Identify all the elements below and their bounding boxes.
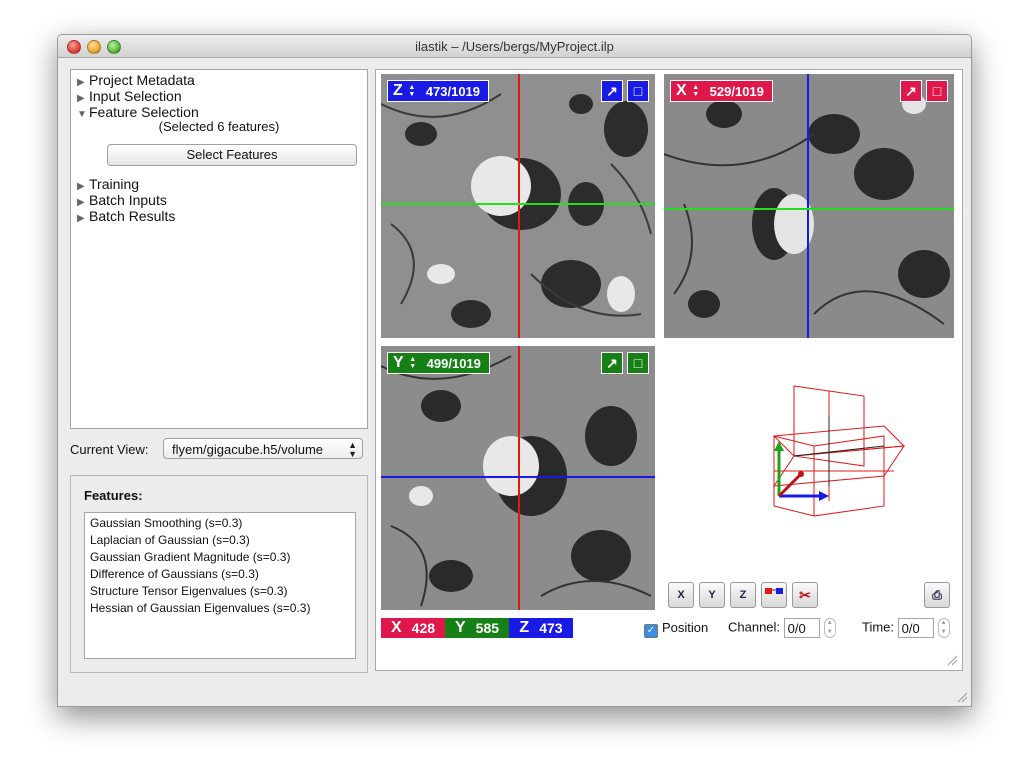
crosshair-vertical <box>518 346 520 610</box>
crosshair-horizontal <box>664 208 954 210</box>
position-checkbox[interactable]: ✓ <box>644 624 658 638</box>
spin-arrows-icon[interactable]: ▲ ▼ <box>408 84 416 98</box>
toggle-x-plane-button[interactable]: X <box>668 582 694 608</box>
crosshair-horizontal <box>381 476 655 478</box>
x-slice-view[interactable]: X ▲ ▼ 529/1019 ↗ □ <box>664 74 954 338</box>
fit-view-square-icon[interactable]: □ <box>627 80 649 102</box>
x-slice-indicator[interactable]: X ▲ ▼ 529/1019 <box>670 80 773 102</box>
volume-viewer: Z ▲ ▼ 473/1019 ↗ □ <box>375 69 963 671</box>
select-arrows-icon: ▲ ▼ <box>348 440 357 459</box>
title-bar: ilastik – /Users/bergs/MyProject.ilp <box>58 35 971 58</box>
applet-tree: ▶ Project Metadata ▶ Input Selection ▼ Feat… <box>70 69 368 429</box>
channel-spinbox[interactable]: 0/0 <box>783 618 820 638</box>
list-item[interactable]: Difference of Gaussians (s=0.3) <box>90 567 259 581</box>
fit-view-square-icon[interactable]: □ <box>627 352 649 374</box>
time-spin-arrows-icon[interactable]: ▲ ▼ <box>937 618 950 638</box>
scissors-cut-icon[interactable]: ✂ <box>792 582 818 608</box>
list-item[interactable]: Laplacian of Gaussian (s=0.3) <box>90 533 250 547</box>
selected-features-count: (Selected 6 features) <box>158 119 280 134</box>
channel-spin-arrows-icon[interactable]: ▲ ▼ <box>823 618 836 638</box>
window-resize-grip-icon[interactable] <box>956 691 968 703</box>
list-item[interactable]: Hessian of Gaussian Eigenvalues (s=0.3) <box>90 601 311 615</box>
crosshair-horizontal <box>381 203 655 205</box>
window-title: ilastik – /Users/bergs/MyProject.ilp <box>415 39 614 54</box>
3d-view[interactable] <box>664 346 954 578</box>
toggle-z-plane-button[interactable]: Z <box>730 582 756 608</box>
y-position: Y 585 <box>445 618 509 638</box>
current-view-label: Current View: <box>70 442 149 457</box>
time-control: Time: 0/0 ▲ ▼ <box>862 618 950 638</box>
features-title: Features: <box>84 488 143 503</box>
em-image-x <box>664 74 954 338</box>
cursor-position-readout: X 428 Y 585 Z 473 <box>381 618 573 638</box>
tree-item-batch-inputs[interactable]: ▶ Batch Inputs <box>77 192 167 208</box>
z-position: Z 473 <box>509 618 573 638</box>
list-item[interactable]: Structure Tensor Eigenvalues (s=0.3) <box>90 584 288 598</box>
spin-arrows-icon[interactable]: ▲ ▼ <box>409 356 417 370</box>
tree-item-batch-results[interactable]: ▶ Batch Results <box>77 208 175 224</box>
current-view-value: flyem/gigacube.h5/volume <box>172 442 324 457</box>
collapsed-arrow-icon[interactable]: ▶ <box>77 93 85 104</box>
collapsed-arrow-icon[interactable]: ▶ <box>77 213 85 224</box>
z-slice-view[interactable]: Z ▲ ▼ 473/1019 ↗ □ <box>381 74 655 338</box>
time-spinbox[interactable]: 0/0 <box>897 618 934 638</box>
tree-item-input-selection[interactable]: ▶ Input Selection <box>77 88 182 104</box>
maximize-view-arrow-icon[interactable]: ↗ <box>900 80 922 102</box>
x-position: X 428 <box>381 618 445 638</box>
y-slice-view[interactable]: Y ▲ ▼ 499/1019 ↗ □ <box>381 346 655 610</box>
main-window: ilastik – /Users/bergs/MyProject.ilp ▶ Pr… <box>57 34 972 707</box>
anaglyph-glasses-icon[interactable] <box>761 582 787 608</box>
list-item[interactable]: Gaussian Gradient Magnitude (s=0.3) <box>90 550 291 564</box>
maximize-view-arrow-icon[interactable]: ↗ <box>601 352 623 374</box>
toggle-y-plane-button[interactable]: Y <box>699 582 725 608</box>
collapsed-arrow-icon[interactable]: ▶ <box>77 77 85 88</box>
expanded-arrow-icon[interactable]: ▼ <box>77 109 87 120</box>
crosshair-vertical <box>518 74 520 338</box>
tree-item-feature-selection[interactable]: ▼ Feature Selection <box>77 104 199 120</box>
z-slice-indicator[interactable]: Z ▲ ▼ 473/1019 <box>387 80 490 102</box>
maximize-view-arrow-icon[interactable]: ↗ <box>601 80 623 102</box>
zoom-window-button[interactable] <box>107 40 121 54</box>
channel-control: Channel: 0/0 ▲ ▼ <box>728 618 836 638</box>
list-item[interactable]: Gaussian Smoothing (s=0.3) <box>90 516 243 530</box>
position-checkbox-control[interactable]: ✓ Position <box>644 620 708 638</box>
current-view-select[interactable]: flyem/gigacube.h5/volume ▲ ▼ <box>163 438 363 459</box>
minimize-window-button[interactable] <box>87 40 101 54</box>
features-list[interactable]: Gaussian Smoothing (s=0.3) Laplacian of … <box>84 512 356 659</box>
select-features-button[interactable]: Select Features <box>107 144 357 166</box>
tree-item-project-metadata[interactable]: ▶ Project Metadata <box>77 72 195 88</box>
features-panel: Features: Gaussian Smoothing (s=0.3) Lap… <box>70 475 368 673</box>
spin-arrows-icon[interactable]: ▲ ▼ <box>692 84 700 98</box>
collapsed-arrow-icon[interactable]: ▶ <box>77 197 85 208</box>
close-window-button[interactable] <box>67 40 81 54</box>
collapsed-arrow-icon[interactable]: ▶ <box>77 181 85 192</box>
fit-view-square-icon[interactable]: □ <box>926 80 948 102</box>
resize-grip-icon[interactable] <box>946 654 958 666</box>
export-printer-icon[interactable]: ⎙ <box>924 582 950 608</box>
tree-item-training[interactable]: ▶ Training <box>77 176 139 192</box>
3d-slice-planes-icon <box>772 385 906 517</box>
y-slice-indicator[interactable]: Y ▲ ▼ 499/1019 <box>387 352 490 374</box>
crosshair-vertical <box>807 74 809 338</box>
